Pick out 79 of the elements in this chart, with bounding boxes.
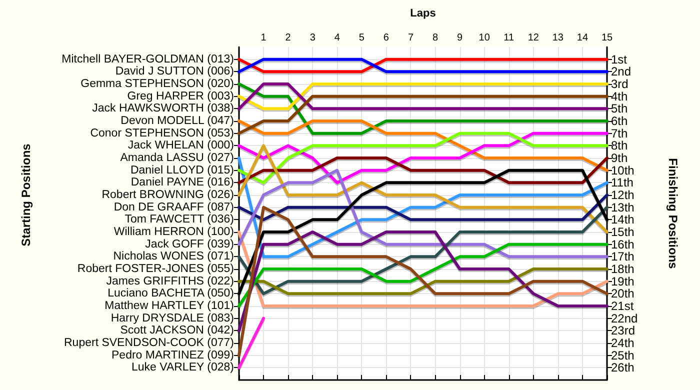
line-series bbox=[238, 206, 608, 296]
y2-tick-label: 22nd bbox=[611, 311, 638, 326]
y2-tick-label: 20th bbox=[611, 286, 634, 301]
y2-tick-label: 15th bbox=[611, 225, 634, 239]
category-label: Luke VARLEY (028) bbox=[132, 362, 234, 374]
x-tick-label: 2 bbox=[285, 32, 292, 44]
y2-tick-label: 25th bbox=[611, 348, 634, 362]
line-series bbox=[238, 82, 608, 135]
y2-tick-label: 3rd bbox=[611, 77, 628, 91]
y2-tick-label: 5th bbox=[611, 102, 628, 116]
category-label: Scott JACKSON (042) bbox=[120, 324, 234, 337]
x-tick-label: 4 bbox=[334, 32, 340, 44]
category-label: Luciano BACHETA (050) bbox=[108, 288, 234, 300]
y2-tick-label: 1st bbox=[611, 52, 628, 66]
x-tick-label: 13 bbox=[552, 32, 564, 44]
y2-tick-label: 7th bbox=[611, 126, 628, 140]
category-label: Amanda LASSU (027) bbox=[120, 152, 234, 164]
y2-tick-label: 19th bbox=[611, 274, 634, 288]
line-series bbox=[238, 206, 608, 357]
category-label: William HERRON (100) bbox=[114, 226, 234, 238]
y2-tick-label: 8th bbox=[611, 138, 628, 153]
y2-tick-label: 13th bbox=[611, 200, 634, 214]
y2-tick-label: 9th bbox=[611, 151, 628, 165]
x-tick-label: 14 bbox=[576, 32, 588, 44]
category-label: Tom FAWCETT (036) bbox=[124, 214, 234, 226]
x-tick-label: 8 bbox=[432, 32, 438, 44]
line-series bbox=[238, 144, 608, 234]
y2-tick-label: 11th bbox=[611, 176, 634, 190]
line-series bbox=[238, 120, 608, 172]
category-label: Jack WHELAN (000) bbox=[128, 140, 234, 152]
x-tick-label: 6 bbox=[383, 32, 390, 44]
line-series bbox=[238, 242, 608, 308]
x-tick-label: 9 bbox=[457, 32, 464, 44]
category-label: Pedro MARTINEZ (099) bbox=[112, 349, 234, 362]
y2-tick-label: 12th bbox=[611, 188, 634, 202]
y2-tick-label: 6th bbox=[611, 114, 628, 128]
x-tick-label: 12 bbox=[528, 32, 540, 44]
category-label: Daniel PAYNE (016) bbox=[130, 176, 234, 189]
y2-tick-label: 4th bbox=[611, 89, 628, 104]
y2-tick-label: 23rd bbox=[611, 324, 636, 338]
category-label: David J SUTTON (006) bbox=[115, 66, 234, 78]
line-series bbox=[238, 132, 608, 184]
category-label: Jack GOFF (039) bbox=[145, 238, 234, 250]
y2-tick-label: 24th bbox=[611, 336, 634, 350]
x-tick-label: 11 bbox=[504, 32, 514, 44]
x-tick-label: 3 bbox=[310, 32, 316, 44]
category-label: Nicholas WONES (071) bbox=[113, 250, 234, 263]
y2-tick-label: 18th bbox=[611, 262, 634, 276]
category-label: Don DE GRAAFF (087) bbox=[114, 201, 234, 214]
category-label: Devon MODELL (047) bbox=[120, 115, 234, 127]
y2-tick-label: 21st bbox=[611, 299, 634, 313]
category-label: Gemma STEPHENSON (020) bbox=[80, 78, 234, 90]
line-series bbox=[238, 230, 608, 332]
x-axis-title: Laps bbox=[410, 8, 436, 20]
category-label: Harry DRYSDALE (083) bbox=[110, 312, 234, 324]
y2-tick-label: 14th bbox=[611, 212, 634, 227]
category-label: Rupert SVENDSON-COOK (077) bbox=[64, 337, 234, 349]
y2-tick-label: 10th bbox=[611, 163, 634, 178]
y2-axis-title: Finishing Positions bbox=[666, 158, 680, 270]
category-label: Robert FOSTER-JONES (055) bbox=[77, 263, 234, 275]
line-series bbox=[238, 230, 608, 308]
x-tick-label: 1 bbox=[260, 32, 267, 44]
x-tick-label: 5 bbox=[358, 32, 365, 44]
category-label: Daniel LLOYD (015) bbox=[130, 164, 234, 176]
x-tick-label: 15 bbox=[601, 32, 613, 44]
category-label: Mitchell BAYER-GOLDMAN (013) bbox=[62, 53, 234, 66]
y2-tick-label: 17th bbox=[611, 250, 634, 264]
y2-tick-label: 2nd bbox=[611, 64, 632, 79]
x-tick-label: 7 bbox=[408, 32, 414, 44]
category-label: Jack HAWKSWORTH (038) bbox=[92, 102, 234, 115]
text: Starting Positions bbox=[19, 143, 33, 246]
x-tick-label: 10 bbox=[478, 32, 490, 44]
y2-tick-label: 16th bbox=[611, 237, 634, 252]
category-label: James GRIFFITHS (022) bbox=[106, 275, 234, 288]
category-label: Robert BROWNING (026) bbox=[102, 189, 234, 201]
category-label: Greg HARPER (003) bbox=[127, 90, 234, 102]
category-label: Matthew HARTLEY (101) bbox=[104, 300, 234, 312]
category-label: Conor STEPHENSON (053) bbox=[90, 127, 234, 140]
y2-tick-label: 26th bbox=[611, 360, 634, 375]
